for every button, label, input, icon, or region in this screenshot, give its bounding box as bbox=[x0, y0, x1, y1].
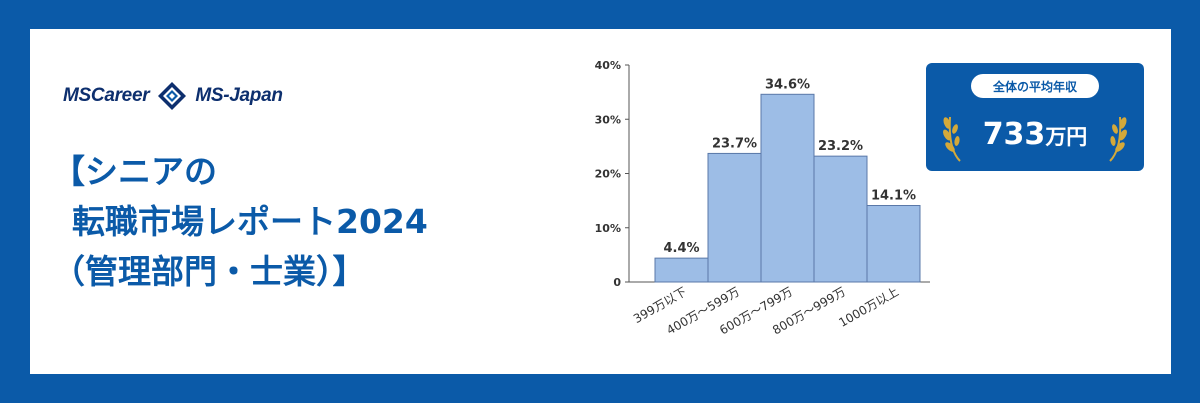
salary-unit: 万円 bbox=[1045, 125, 1088, 149]
salary-number: 733 bbox=[982, 117, 1046, 152]
bar bbox=[866, 205, 921, 283]
content-card: MSCareer MS-Japan 【シニアの 転職市場レポート2024 （管理… bbox=[30, 29, 1171, 374]
brand-logos: MSCareer MS-Japan bbox=[63, 81, 283, 111]
data-label: 4.4% bbox=[663, 241, 699, 256]
page-title: 【シニアの 転職市場レポート2024 （管理部門・士業）】 bbox=[52, 147, 428, 297]
bar bbox=[760, 93, 815, 283]
bar bbox=[813, 155, 868, 283]
laurel-wreath-icon bbox=[1109, 116, 1127, 162]
ms-japan-logo: MS-Japan bbox=[195, 85, 283, 106]
mscareer-logo: MSCareer bbox=[63, 85, 150, 106]
badge-label: 全体の平均年収 bbox=[971, 74, 1099, 98]
data-label: 14.1% bbox=[871, 189, 916, 204]
x-tick-label: 1000万以上 bbox=[836, 284, 901, 329]
average-salary-badge: 全体の平均年収 733万円 bbox=[926, 63, 1144, 171]
ms-diamond-logo-icon bbox=[158, 82, 187, 110]
title-line-3: （管理部門・士業）】 bbox=[52, 252, 366, 291]
data-label: 23.2% bbox=[818, 139, 863, 154]
bar bbox=[707, 152, 762, 283]
title-line-1: 【シニアの bbox=[52, 152, 217, 191]
y-tick-label: 30% bbox=[595, 113, 621, 126]
y-tick-label: 0 bbox=[613, 276, 621, 289]
data-label: 34.6% bbox=[765, 77, 810, 92]
title-line-2: 転職市場レポート2024 bbox=[72, 202, 428, 241]
average-salary-value: 733万円 bbox=[926, 117, 1144, 152]
y-tick-label: 40% bbox=[595, 59, 621, 72]
y-tick-label: 20% bbox=[595, 168, 621, 181]
salary-distribution-chart: 010%20%30%40%4.4%399万以下23.7%400万～599万34.… bbox=[595, 59, 930, 338]
y-tick-label: 10% bbox=[595, 222, 621, 235]
data-label: 23.7% bbox=[712, 136, 757, 151]
bar bbox=[654, 257, 709, 283]
laurel-wreath-icon bbox=[943, 116, 961, 162]
